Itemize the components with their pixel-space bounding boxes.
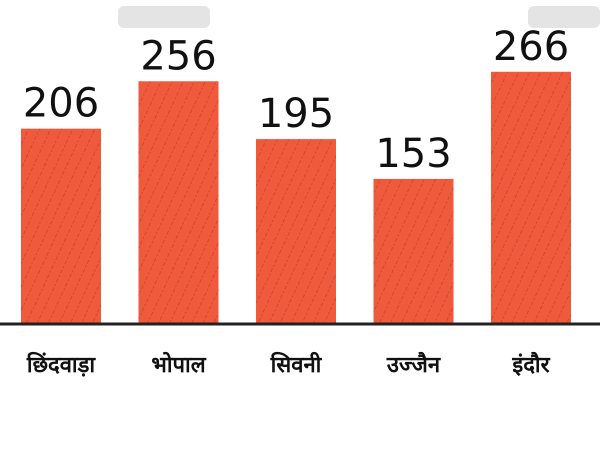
category-label-3: उज्जैन (386, 351, 441, 378)
value-label-1: 256 (140, 33, 216, 79)
category-label-1: भोपाल (151, 351, 206, 378)
bar-2 (256, 139, 336, 324)
blurred-header-left (118, 6, 210, 28)
value-labels-group: 206 256 195 153 266 (23, 24, 569, 177)
category-label-2: सिवनी (270, 351, 323, 378)
blurred-header-right (528, 6, 600, 28)
value-label-2: 195 (258, 91, 334, 137)
bar-3 (373, 178, 454, 324)
category-label-0: छिंदवाड़ा (26, 351, 97, 378)
category-labels-group: छिंदवाड़ा भोपाल सिवनी उज्जैन इंदौर (26, 351, 551, 378)
value-label-3: 153 (375, 131, 451, 177)
bar-0 (21, 128, 101, 324)
bar-1 (138, 81, 219, 324)
bars-group (21, 71, 571, 324)
value-label-4: 266 (493, 24, 569, 70)
bar-4 (491, 71, 571, 324)
value-label-0: 206 (23, 81, 99, 127)
category-label-4: इंदौर (511, 351, 550, 378)
